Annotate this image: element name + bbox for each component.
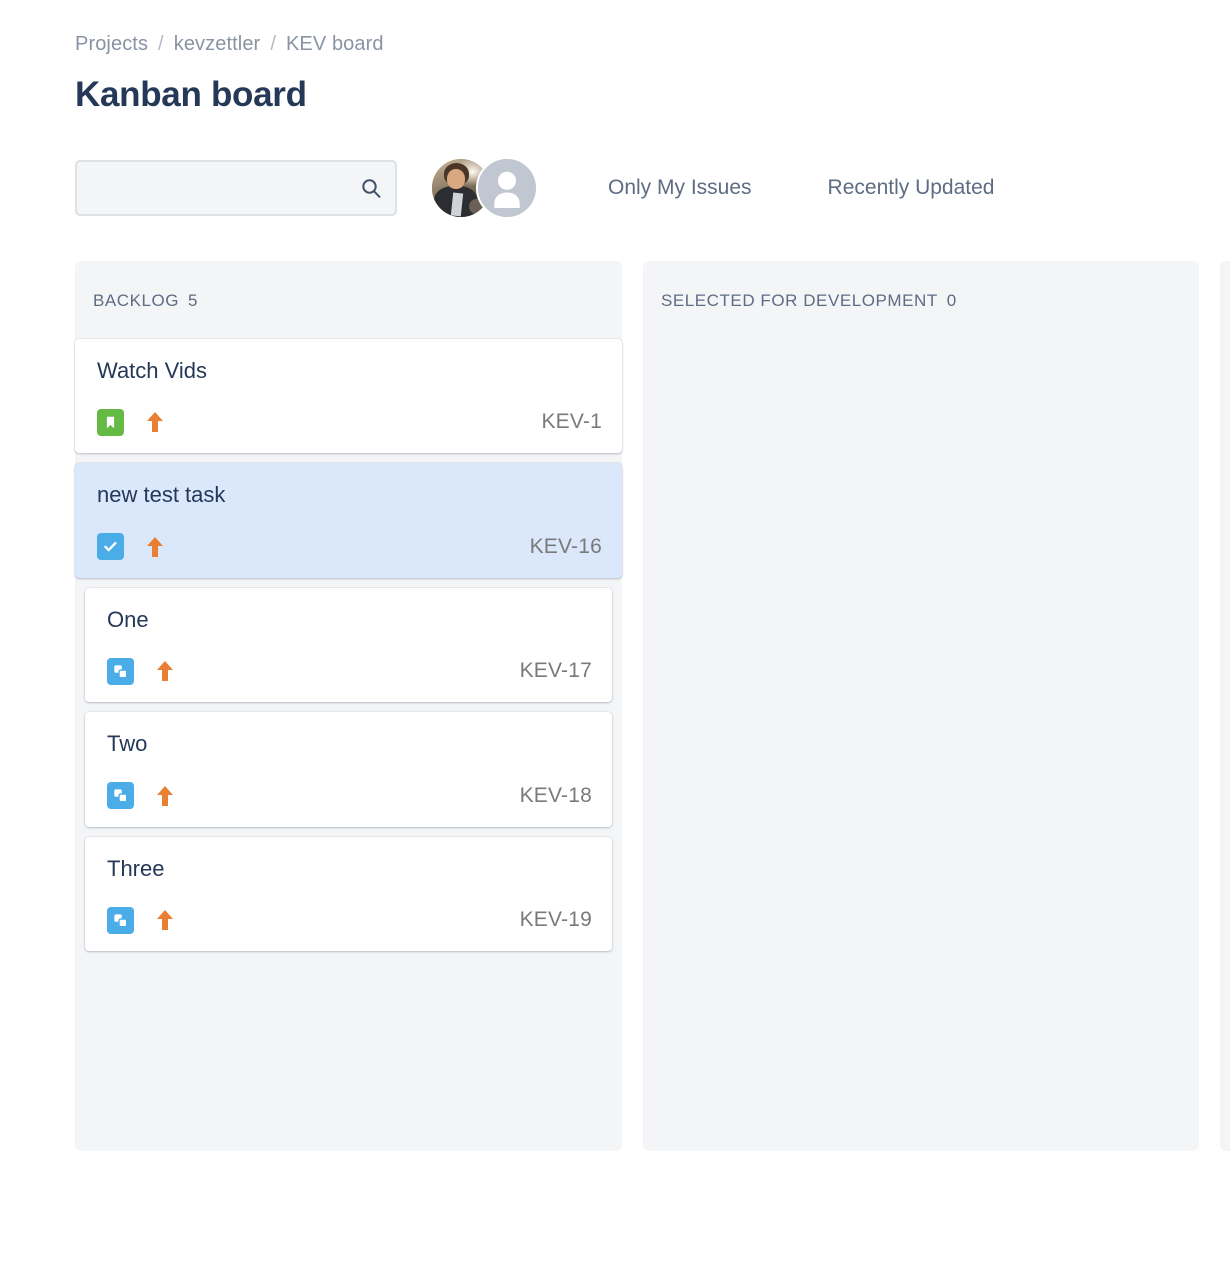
recently-updated-button[interactable]: Recently Updated — [824, 168, 999, 208]
column-title: BACKLOG — [93, 290, 180, 310]
issue-card-footer: KEV-18 — [107, 781, 592, 811]
board-columns: BACKLOG 5 Watch Vids — [75, 260, 1230, 1151]
board-column-selected-for-development: SELECTED FOR DEVELOPMENT 0 — [643, 260, 1199, 1151]
avatar-group — [430, 156, 538, 219]
breadcrumb-item-projects[interactable]: Projects — [75, 32, 149, 55]
task-check-icon — [97, 533, 124, 561]
arrow-up-icon — [154, 907, 176, 933]
card-list-backlog: Watch Vids KEV-1 — [75, 338, 622, 952]
issue-card-footer: KEV-16 — [97, 532, 602, 562]
issue-card-footer: KEV-19 — [107, 905, 592, 935]
card-list-cut-off[interactable] — [1220, 339, 1230, 1099]
arrow-up-icon — [154, 783, 176, 809]
issue-card[interactable]: Two KEV-18 — [85, 712, 612, 827]
column-header-selected-for-development: SELECTED FOR DEVELOPMENT 0 — [643, 261, 1199, 339]
breadcrumb: Projects / kevzettler / KEV board — [75, 30, 1230, 58]
story-icon — [97, 408, 124, 436]
column-count: 5 — [188, 290, 199, 310]
only-my-issues-button[interactable]: Only My Issues — [604, 168, 756, 208]
issue-card-footer: KEV-1 — [97, 407, 602, 437]
breadcrumb-item-kevzettler[interactable]: kevzettler — [173, 32, 261, 55]
issue-card[interactable]: Three KEV-19 — [85, 836, 612, 952]
card-list-selected-for-development[interactable] — [643, 339, 1199, 1099]
issue-card-title: new test task — [97, 482, 226, 508]
issue-card-title: Three — [107, 855, 165, 881]
issue-key: KEV-18 — [519, 783, 592, 807]
arrow-up-icon — [144, 409, 166, 435]
issue-key: KEV-1 — [541, 410, 602, 434]
issue-card-footer: KEV-17 — [107, 656, 592, 686]
user-avatar-photo[interactable] — [430, 156, 492, 219]
arrow-up-icon — [144, 534, 166, 560]
issue-card[interactable]: Watch Vids KEV-1 — [75, 338, 622, 454]
subtask-icon — [107, 657, 134, 685]
avatar-photo-face — [447, 168, 466, 189]
column-count: 0 — [946, 290, 957, 310]
breadcrumb-item-kev-board[interactable]: KEV board — [285, 32, 384, 55]
column-header-backlog: BACKLOG 5 — [75, 261, 622, 339]
column-header-cut-off — [1220, 261, 1230, 339]
column-title: SELECTED FOR DEVELOPMENT — [661, 290, 938, 310]
issue-card-title: Two — [107, 731, 148, 757]
page-title: Kanban board — [75, 75, 307, 114]
arrow-up-icon — [154, 658, 176, 684]
board-column-cut-off — [1220, 260, 1230, 1151]
search-input[interactable] — [75, 159, 397, 216]
issue-card-title: One — [107, 606, 149, 632]
breadcrumb-separator: / — [270, 32, 276, 55]
issue-card[interactable]: new test task KEV-16 — [75, 463, 622, 578]
issue-key: KEV-17 — [519, 659, 592, 683]
user-avatar-default[interactable] — [476, 156, 538, 219]
subtask-icon — [107, 906, 134, 934]
board-toolbar: Only My Issues Recently Updated — [75, 156, 1230, 219]
person-icon — [478, 158, 536, 217]
issue-card[interactable]: One KEV-17 — [85, 587, 612, 703]
issue-key: KEV-19 — [519, 908, 592, 932]
issue-card-title: Watch Vids — [97, 357, 208, 383]
breadcrumb-separator: / — [158, 32, 164, 55]
issue-key: KEV-16 — [529, 534, 602, 558]
avatar-photo-shirt — [450, 192, 464, 217]
subtask-icon — [107, 782, 134, 810]
search-field-wrapper — [75, 159, 397, 216]
board-column-backlog: BACKLOG 5 Watch Vids — [75, 260, 622, 1151]
